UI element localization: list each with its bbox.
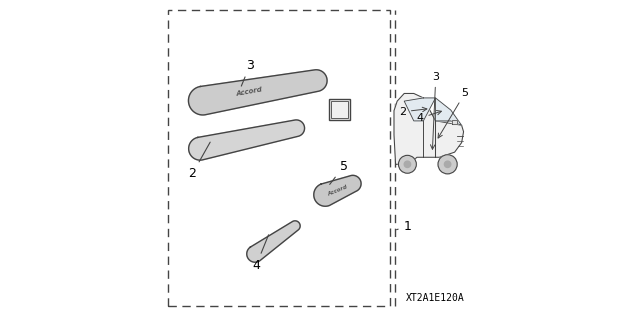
Text: 3: 3: [241, 59, 254, 86]
Text: 5: 5: [330, 160, 348, 184]
Polygon shape: [188, 70, 327, 115]
Text: 2: 2: [189, 142, 210, 180]
Bar: [329, 99, 350, 120]
Text: 4: 4: [417, 110, 442, 123]
Text: 3: 3: [431, 72, 439, 149]
Text: Accord: Accord: [326, 184, 348, 197]
Polygon shape: [314, 175, 361, 206]
Circle shape: [404, 161, 411, 167]
Circle shape: [438, 155, 457, 174]
Bar: [168, 10, 390, 306]
Bar: [331, 101, 348, 118]
Text: 4: 4: [252, 235, 269, 271]
Text: XT2A1E120A: XT2A1E120A: [406, 293, 465, 303]
Text: 2: 2: [399, 107, 427, 117]
Polygon shape: [435, 98, 461, 125]
Text: Accord: Accord: [236, 86, 263, 97]
Polygon shape: [452, 120, 456, 124]
Polygon shape: [404, 98, 435, 121]
Text: 5: 5: [438, 88, 468, 138]
Polygon shape: [394, 93, 463, 164]
Text: 1: 1: [397, 220, 412, 233]
Circle shape: [399, 155, 417, 173]
Polygon shape: [189, 120, 305, 160]
Polygon shape: [247, 221, 300, 262]
Circle shape: [444, 161, 451, 167]
